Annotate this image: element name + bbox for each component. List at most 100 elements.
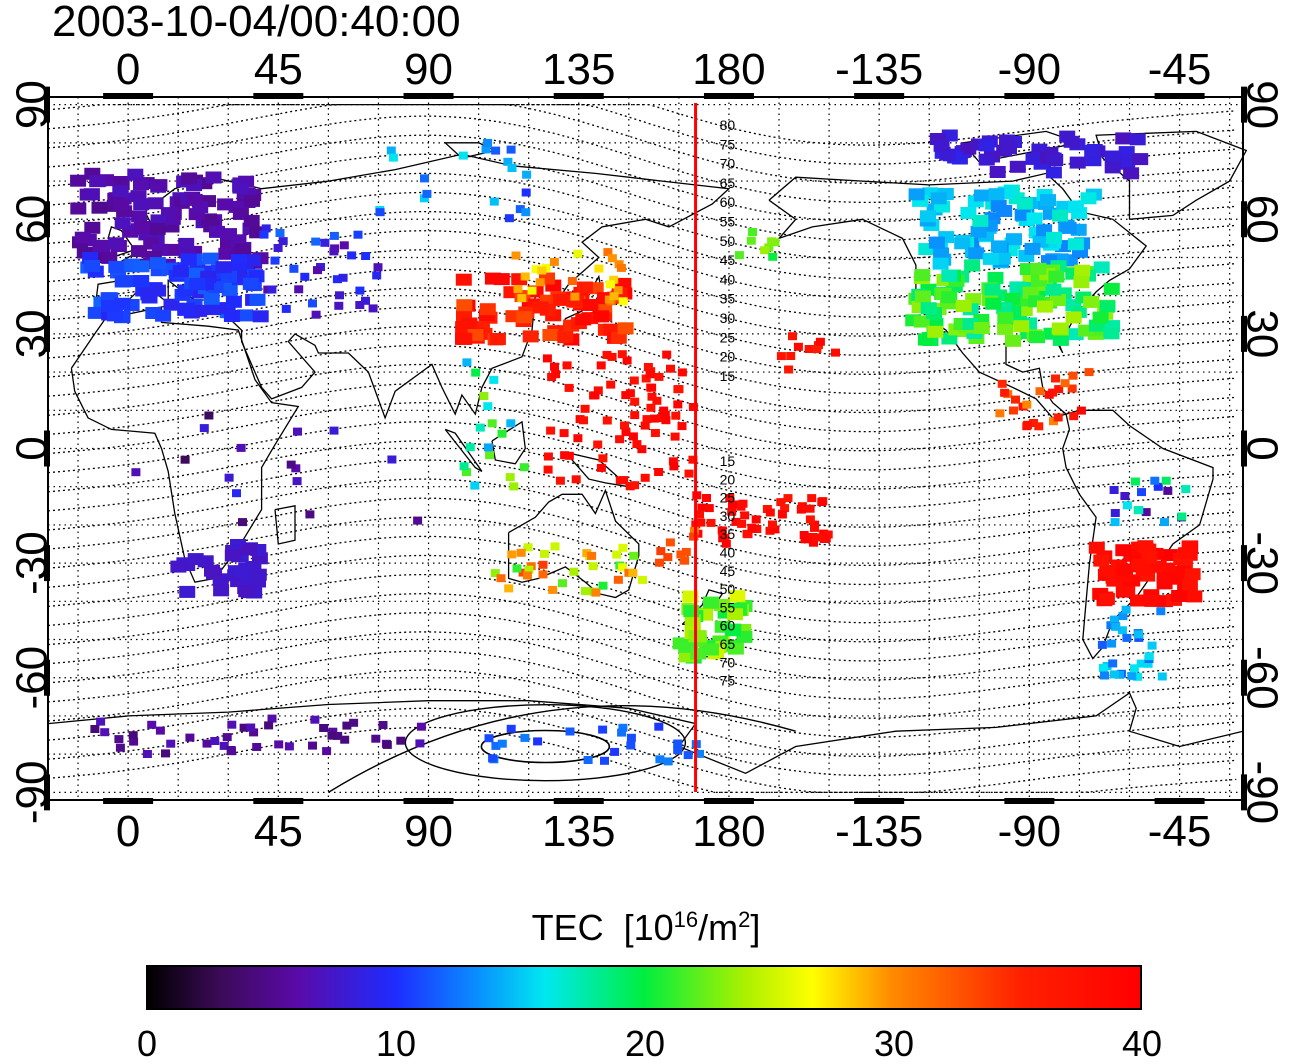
tec-pixel (670, 432, 680, 441)
lat-tick-left: -90 (8, 761, 57, 825)
tec-pixel (164, 243, 181, 256)
mlat-label: 20 (720, 349, 736, 365)
tec-pixel (202, 252, 219, 265)
tec-pixel (504, 214, 514, 223)
lon-tick-bottom: 135 (542, 807, 615, 856)
tec-pixel (179, 585, 196, 598)
tec-pixel (647, 383, 657, 392)
tec-pixel (308, 741, 317, 750)
border-tick (703, 798, 754, 804)
lon-tick-top: 135 (542, 45, 615, 94)
border-tick (1241, 774, 1247, 811)
tec-pixel (267, 714, 277, 723)
tec-pixel (1130, 594, 1146, 607)
tec-pixel (1011, 395, 1020, 404)
tec-pixel (1034, 422, 1044, 431)
mlat-label: 35 (720, 526, 736, 542)
tec-pixel (661, 416, 671, 425)
tec-pixel (793, 342, 803, 351)
tec-pixel (333, 731, 343, 740)
tec-pixel (618, 723, 628, 732)
tec-pixel (205, 303, 221, 316)
mlat-contour (47, 440, 1237, 528)
tec-pixel (372, 271, 382, 280)
tec-pixel (106, 309, 123, 322)
tec-pixel (227, 747, 236, 756)
tec-pixel (812, 533, 822, 542)
tec-pixel (84, 221, 101, 234)
colorbar-tick-label: 20 (624, 1023, 666, 1064)
tec-pixel (311, 310, 321, 319)
tec-pixel (542, 354, 552, 363)
tec-pixel (202, 739, 212, 748)
border-tick (44, 201, 50, 238)
tec-pixel (812, 345, 822, 354)
tec-pixel (522, 571, 532, 580)
tec-pixel (1137, 488, 1146, 497)
tec-pixel (805, 515, 815, 524)
tec-pixel (1116, 563, 1133, 576)
tec-pixel (462, 358, 472, 367)
tec-pixel (978, 153, 995, 166)
tec-pixel (340, 735, 350, 744)
tec-pixel (552, 293, 569, 306)
mlat-label: 15 (720, 453, 736, 469)
tec-pixel (972, 214, 989, 227)
tec-pixel (483, 138, 493, 147)
tec-pixel (797, 502, 807, 511)
tec-pixel (243, 214, 260, 227)
tec-pixel (342, 721, 352, 730)
lat-tick-left: 0 (8, 436, 57, 460)
tec-pixel (908, 188, 925, 201)
tec-pixel (799, 531, 809, 539)
tec-pixel (113, 198, 130, 211)
tec-pixel (560, 451, 570, 460)
tec-pixel (489, 375, 499, 384)
border-tick (1241, 545, 1247, 582)
tec-pixel (74, 231, 91, 244)
tec-pixel (205, 171, 222, 184)
mlat-contour (47, 497, 1237, 586)
tec-pixel (625, 389, 635, 398)
tec-pixel (784, 365, 794, 374)
tec-pixel (1115, 670, 1125, 679)
tec-pixel (617, 728, 627, 737)
tec-pixel (1119, 583, 1136, 596)
tec-pixel (217, 198, 234, 211)
tec-pixel (1097, 640, 1107, 649)
tec-pixel (221, 228, 237, 241)
tec-pixel (746, 236, 756, 245)
mlat-contour (47, 402, 1237, 490)
tec-pixel (1053, 413, 1063, 422)
tec-pixel (555, 476, 565, 485)
tec-pixel (1067, 384, 1077, 393)
tec-pixel (630, 411, 640, 420)
tec-pixel (225, 295, 242, 308)
tec-pixel (695, 510, 704, 519)
tec-pixel (1121, 605, 1131, 614)
tec-pixel (817, 498, 827, 506)
tec-pixel (1099, 300, 1116, 313)
tec-pixel (1177, 512, 1187, 521)
tec-pixel (688, 403, 698, 411)
tec-pixel (777, 510, 787, 519)
tec-pixel (630, 397, 640, 406)
mlat-label: 50 (720, 233, 736, 249)
tec-pixel (1009, 406, 1018, 415)
tec-pixel (1115, 132, 1132, 145)
tec-pixel (618, 297, 628, 306)
colorbar-unit-exp: 16 (673, 907, 699, 932)
tec-pixel (933, 139, 950, 152)
tec-pixel (543, 465, 553, 474)
tec-pixel (1045, 152, 1062, 165)
border-tick (44, 430, 50, 467)
tec-pixel (1118, 146, 1135, 159)
lat-tick-left: 90 (8, 80, 57, 129)
tec-pixel (987, 271, 1004, 284)
tec-pixel (982, 252, 999, 265)
tec-pixel (609, 275, 619, 284)
border-tick (253, 798, 304, 804)
tec-pixel (1104, 161, 1121, 174)
tec-pixel (913, 315, 930, 328)
tec-pixel (768, 252, 778, 261)
